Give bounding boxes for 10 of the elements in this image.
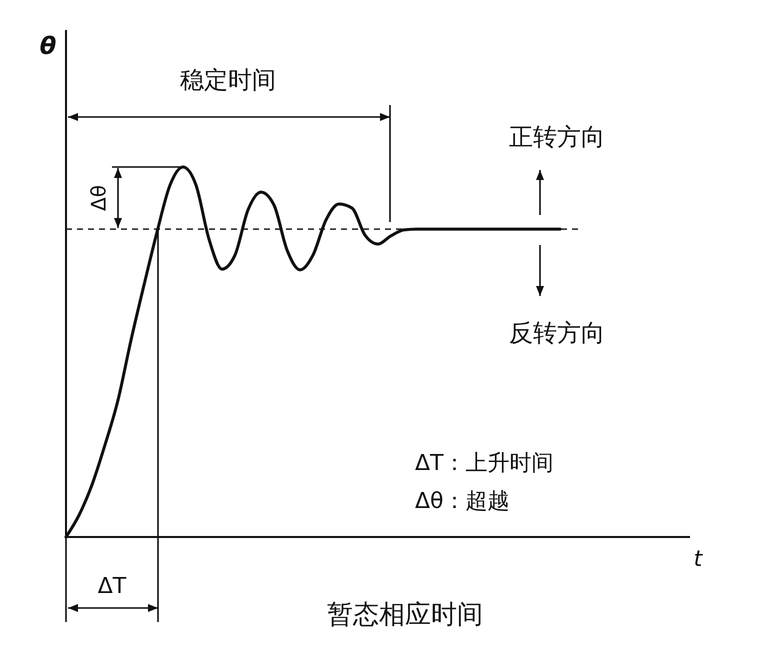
annotation: 反转方向 [509, 319, 605, 347]
y-axis-title: θ [40, 32, 56, 60]
annotation: ΔT：上升时间 [415, 451, 554, 476]
x-axis-title: t [694, 547, 704, 572]
text: 稳定时间 [180, 66, 276, 94]
text: 正转方向 [509, 123, 605, 151]
text: 暂态相应时间 [327, 600, 483, 630]
annotation: Δθ：超越 [415, 489, 510, 514]
text: ΔT [98, 574, 127, 599]
annotation: Δθ [86, 185, 110, 211]
